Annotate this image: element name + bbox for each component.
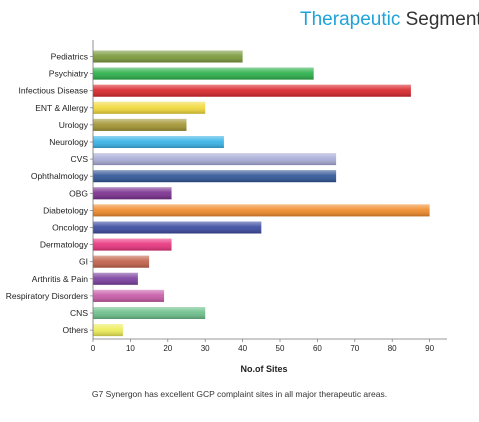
bar-shine xyxy=(93,118,187,131)
bar-cns xyxy=(93,307,206,319)
category-label: Infectious Disease xyxy=(19,86,89,96)
category-label: Others xyxy=(62,325,88,335)
bar-shine xyxy=(93,170,337,183)
x-tick-label: 60 xyxy=(313,344,322,353)
chart-title-part2: Segments xyxy=(405,9,479,30)
bar-shine xyxy=(93,136,224,148)
bar-neurology xyxy=(93,136,224,148)
bar-shine xyxy=(93,153,337,166)
category-label: ENT & Allergy xyxy=(35,103,89,113)
x-tick-label: 50 xyxy=(276,344,285,353)
category-label: CNS xyxy=(70,308,88,318)
bar-obg xyxy=(93,187,172,200)
bar-dermatology xyxy=(93,238,172,251)
x-tick-label: 0 xyxy=(91,344,96,353)
category-label: Psychiatry xyxy=(49,69,89,79)
bar-shine xyxy=(93,255,150,268)
bar-psychiatry xyxy=(93,67,314,80)
category-labels-group: Pediatrics Psychiatry Infectious Disease EN… xyxy=(6,52,93,335)
bar-shine xyxy=(93,187,172,200)
category-label: Diabetology xyxy=(43,205,89,215)
bar-urology xyxy=(93,118,187,131)
bar-cvs xyxy=(93,153,337,166)
x-tick-label: 20 xyxy=(163,344,172,353)
bar-gi xyxy=(93,255,150,268)
x-axis-group: 0 10 20 30 40 50 60 70 80 90 xyxy=(91,40,447,353)
bar-shine xyxy=(93,67,314,80)
bar-shine xyxy=(93,101,206,114)
bar-diabetology xyxy=(93,204,430,217)
x-tick-label: 30 xyxy=(201,344,210,353)
x-tick-label: 80 xyxy=(388,344,397,353)
category-label: OBG xyxy=(69,188,88,198)
bar-shine xyxy=(93,204,430,217)
category-label: Pediatrics xyxy=(51,52,88,62)
caption-text: G7 Synergon has excellent GCP complaint … xyxy=(91,389,388,399)
chart-title-part1: Therapeutic xyxy=(300,9,401,30)
bar-shine xyxy=(93,50,243,63)
category-label: Urology xyxy=(59,120,89,130)
category-label: CVS xyxy=(71,154,89,164)
category-label: Dermatology xyxy=(40,240,89,250)
bar-infectious-disease xyxy=(93,84,411,97)
category-label: Neurology xyxy=(49,137,88,147)
bar-shine xyxy=(93,307,206,319)
x-tick-label: 10 xyxy=(126,344,135,353)
bar-shine xyxy=(93,289,165,302)
bar-shine xyxy=(93,272,138,285)
bar-respiratory-disorders xyxy=(93,289,165,302)
category-label: GI xyxy=(79,257,88,267)
chart-title: Therapeutic Segments xyxy=(300,8,479,32)
bar-ent-and-allergy xyxy=(93,101,206,114)
x-axis-label: No.of Sites xyxy=(240,364,287,374)
bar-shine xyxy=(93,84,411,97)
bars-group xyxy=(93,50,430,337)
category-label: Respiratory Disorders xyxy=(6,291,88,301)
bar-ophthalmology xyxy=(93,170,337,183)
x-tick-label: 40 xyxy=(238,344,247,353)
bar-shine xyxy=(93,221,262,234)
x-tick-label: 70 xyxy=(350,344,359,353)
category-label: Ophthalmology xyxy=(31,171,89,181)
category-label: Arthritis & Pain xyxy=(32,274,88,284)
bar-shine xyxy=(93,238,172,251)
bar-shine xyxy=(93,324,123,337)
x-tick-label: 90 xyxy=(425,344,434,353)
category-label: Oncology xyxy=(52,223,89,233)
bar-pediatrics xyxy=(93,50,243,63)
bar-others xyxy=(93,324,123,337)
bar-arthritis-and-pain xyxy=(93,272,138,285)
bar-oncology xyxy=(93,221,262,234)
